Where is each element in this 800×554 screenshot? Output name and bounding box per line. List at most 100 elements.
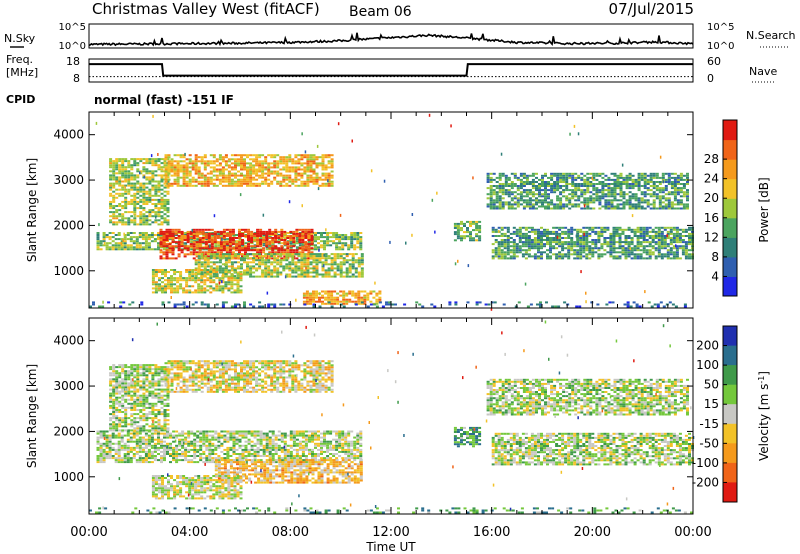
data-cell [231,232,235,235]
data-cell [679,189,683,192]
data-cell [279,156,283,159]
data-cell [339,253,343,256]
data-cell [681,228,685,231]
data-cell [604,178,608,181]
data-cell [679,207,683,210]
data-cell [127,221,131,224]
data-cell [611,301,615,304]
data-cell [210,228,214,231]
data-cell [203,257,207,260]
data-cell [632,301,636,304]
data-cell [333,261,337,264]
data-cell [535,187,538,190]
data-cell [191,277,195,280]
data-cell [188,269,192,271]
data-cell [324,298,328,301]
data-cell [237,255,240,258]
data-cell [651,230,655,233]
data-cell [261,275,265,278]
data-cell [676,191,680,194]
data-cell [312,300,315,303]
data-cell [466,229,469,232]
data-cell [606,237,610,239]
data-cell [154,188,158,191]
data-cell [157,234,160,236]
data-cell [363,302,367,305]
data-cell [648,253,652,256]
data-cell [180,245,184,248]
data-cell [228,243,232,246]
data-cell [527,245,531,248]
data-cell [336,267,340,270]
data-cell [504,174,508,177]
data-cell [318,305,322,308]
data-cell [657,239,661,241]
data-cell [607,183,611,185]
data-cell [357,292,361,295]
data-cell [212,267,216,270]
data-cell [648,226,652,229]
data-cell [453,233,457,236]
data-cell [504,189,508,192]
data-cell [206,160,210,163]
data-cell [610,178,614,181]
data-cell [108,246,112,249]
data-cell [243,176,246,179]
data-cell [357,265,361,268]
data-cell [512,232,516,235]
data-cell [327,162,331,165]
data-cell [150,240,154,243]
data-cell [639,235,643,237]
data-cell [241,255,244,258]
data-cell [203,273,207,276]
scatter-cell [370,169,373,173]
data-cell [236,285,240,288]
data-cell [568,189,572,192]
data-cell [148,182,152,185]
data-cell [115,223,119,226]
data-cell [574,172,578,175]
data-cell [224,253,228,256]
data-cell [151,275,155,278]
data-cell [657,249,661,252]
data-cell [176,184,180,187]
data-cell [285,162,289,165]
data-cell [665,303,669,306]
data-cell [237,271,240,274]
data-cell [276,174,280,177]
data-cell [547,193,550,196]
data-cell [241,228,244,231]
scatter-cell [318,248,320,252]
data-cell [579,239,583,241]
data-cell [197,168,201,171]
data-cell [176,287,180,290]
data-cell [324,154,328,157]
data-cell [541,195,544,198]
data-cell [188,160,192,163]
data-cell [230,154,234,157]
data-cell [124,176,128,179]
data-cell [176,160,180,163]
data-cell [227,158,231,161]
data-cell [643,207,647,210]
data-cell [306,184,310,187]
data-cell [682,207,686,210]
data-cell [664,205,668,208]
data-cell [170,285,173,288]
data-cell [96,238,100,241]
data-cell [570,230,574,233]
data-cell [162,241,166,244]
data-cell [670,185,674,187]
data-cell [506,251,510,254]
data-cell [120,246,124,249]
data-cell [666,235,670,237]
data-cell [274,251,278,254]
data-cell [130,164,134,167]
data-cell [258,265,262,268]
data-cell [610,207,614,210]
data-cell [628,172,632,175]
data-cell [121,188,125,191]
freq-panel: Freq. [MHz] 18 8 60 0 Nave [6,53,777,85]
data-cell [210,247,214,250]
data-cell [130,172,134,175]
